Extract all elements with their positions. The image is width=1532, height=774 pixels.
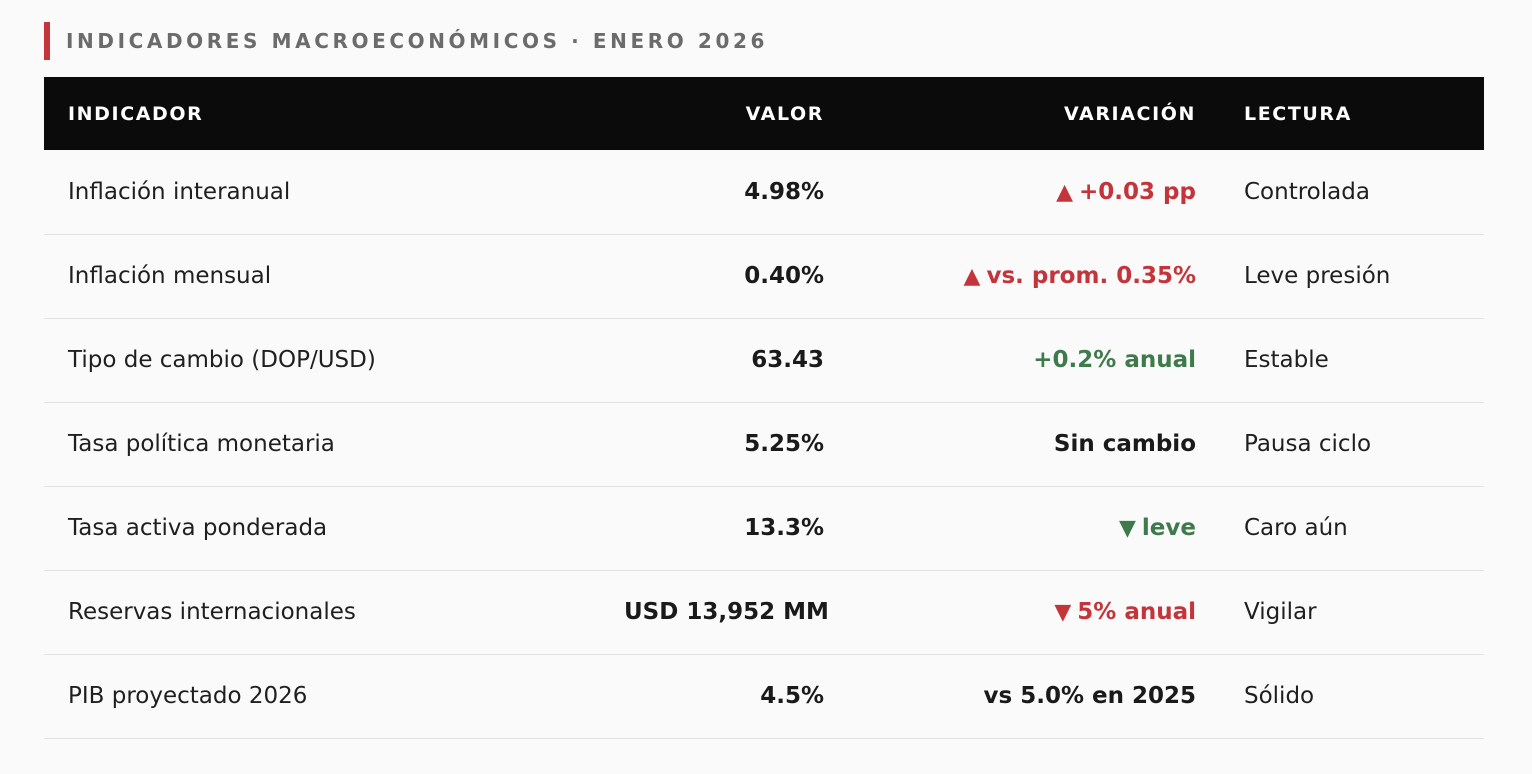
table-body: Inflación interanual 4.98% ▲ +0.03 pp Contro… [44,150,1484,738]
table-row: PIB proyectado 2026 4.5% vs 5.0% en 2025 Só… [44,654,1484,738]
indicator-value: 4.98% [744,178,824,205]
indicator-reading: Pausa ciclo [1244,431,1372,457]
indicator-reading: Caro aún [1244,515,1348,541]
table-row: Tipo de cambio (DOP/USD) 63.43 +0.2% anual… [44,318,1484,402]
indicator-value: 13.3% [744,515,824,541]
variation-text: vs. prom. 0.35% [986,263,1196,289]
column-header-indicador: INDICADOR [68,102,204,125]
indicator-name: Tasa política monetaria [68,431,335,457]
section-header: INDICADORES MACROECONÓMICOS · ENERO 2026 [44,22,768,60]
indicator-reading: Sólido [1244,683,1315,709]
indicator-variation: +0.2% anual [824,318,1196,402]
column-header-lectura: LECTURA [1244,102,1352,125]
variation-text: leve [1141,515,1196,541]
table-header: INDICADOR VALOR VARIACIÓN LECTURA [44,77,1484,150]
variation-text: +0.2% anual [1033,347,1196,373]
indicator-name: Inflación interanual [68,178,291,205]
indicator-reading: Controlada [1244,178,1370,205]
accent-bar [44,22,50,60]
indicator-variation: Sin cambio [824,402,1196,486]
column-header-variacion: VARIACIÓN [1064,102,1196,125]
indicator-value: 4.5% [760,683,824,709]
table-row: Inflación interanual 4.98% ▲ +0.03 pp Contro… [44,150,1484,234]
indicators-table: INDICADOR VALOR VARIACIÓN LECTURA Inflac… [44,77,1484,739]
indicator-value: 0.40% [744,263,824,289]
indicator-name: Inflación mensual [68,263,272,289]
indicator-variation: ▼ leve [824,486,1196,570]
table-header-row: INDICADOR VALOR VARIACIÓN LECTURA [44,77,1484,150]
triangle-down-icon: ▼ [1054,600,1072,625]
indicator-value: USD 13,952 MM [624,599,829,625]
indicator-name: PIB proyectado 2026 [68,683,308,709]
indicator-value: 63.43 [751,347,824,373]
indicator-variation: ▼ 5% anual [824,570,1196,654]
indicator-name: Tasa activa ponderada [68,515,328,541]
table-row: Tasa política monetaria 5.25% Sin cambio Pa… [44,402,1484,486]
variation-text: +0.03 pp [1079,178,1196,205]
indicator-reading: Estable [1244,347,1329,373]
indicator-name: Reservas internacionales [68,599,356,625]
table-row: Inflación mensual 0.40% ▲ vs. prom. 0.35% Le… [44,234,1484,318]
table-row: Reservas internacionales USD 13,952 MM ▼ 5%… [44,570,1484,654]
indicator-name: Tipo de cambio (DOP/USD) [68,347,376,373]
indicator-value: 5.25% [744,431,824,457]
variation-text: Sin cambio [1053,431,1196,457]
indicator-reading: Vigilar [1244,599,1317,625]
indicator-variation: ▲ +0.03 pp [824,150,1196,234]
triangle-up-icon: ▲ [1056,179,1074,205]
indicator-reading: Leve presión [1244,263,1391,289]
triangle-down-icon: ▼ [1119,516,1136,541]
triangle-up-icon: ▲ [963,264,981,289]
variation-text: 5% anual [1077,599,1196,625]
column-header-valor: VALOR [745,102,824,125]
indicator-variation: ▲ vs. prom. 0.35% [824,234,1196,318]
page-title: INDICADORES MACROECONÓMICOS · ENERO 2026 [66,29,768,53]
indicator-variation: vs 5.0% en 2025 [824,654,1196,738]
table-row: Tasa activa ponderada 13.3% ▼ leve Caro aún [44,486,1484,570]
variation-text: vs 5.0% en 2025 [983,683,1196,709]
